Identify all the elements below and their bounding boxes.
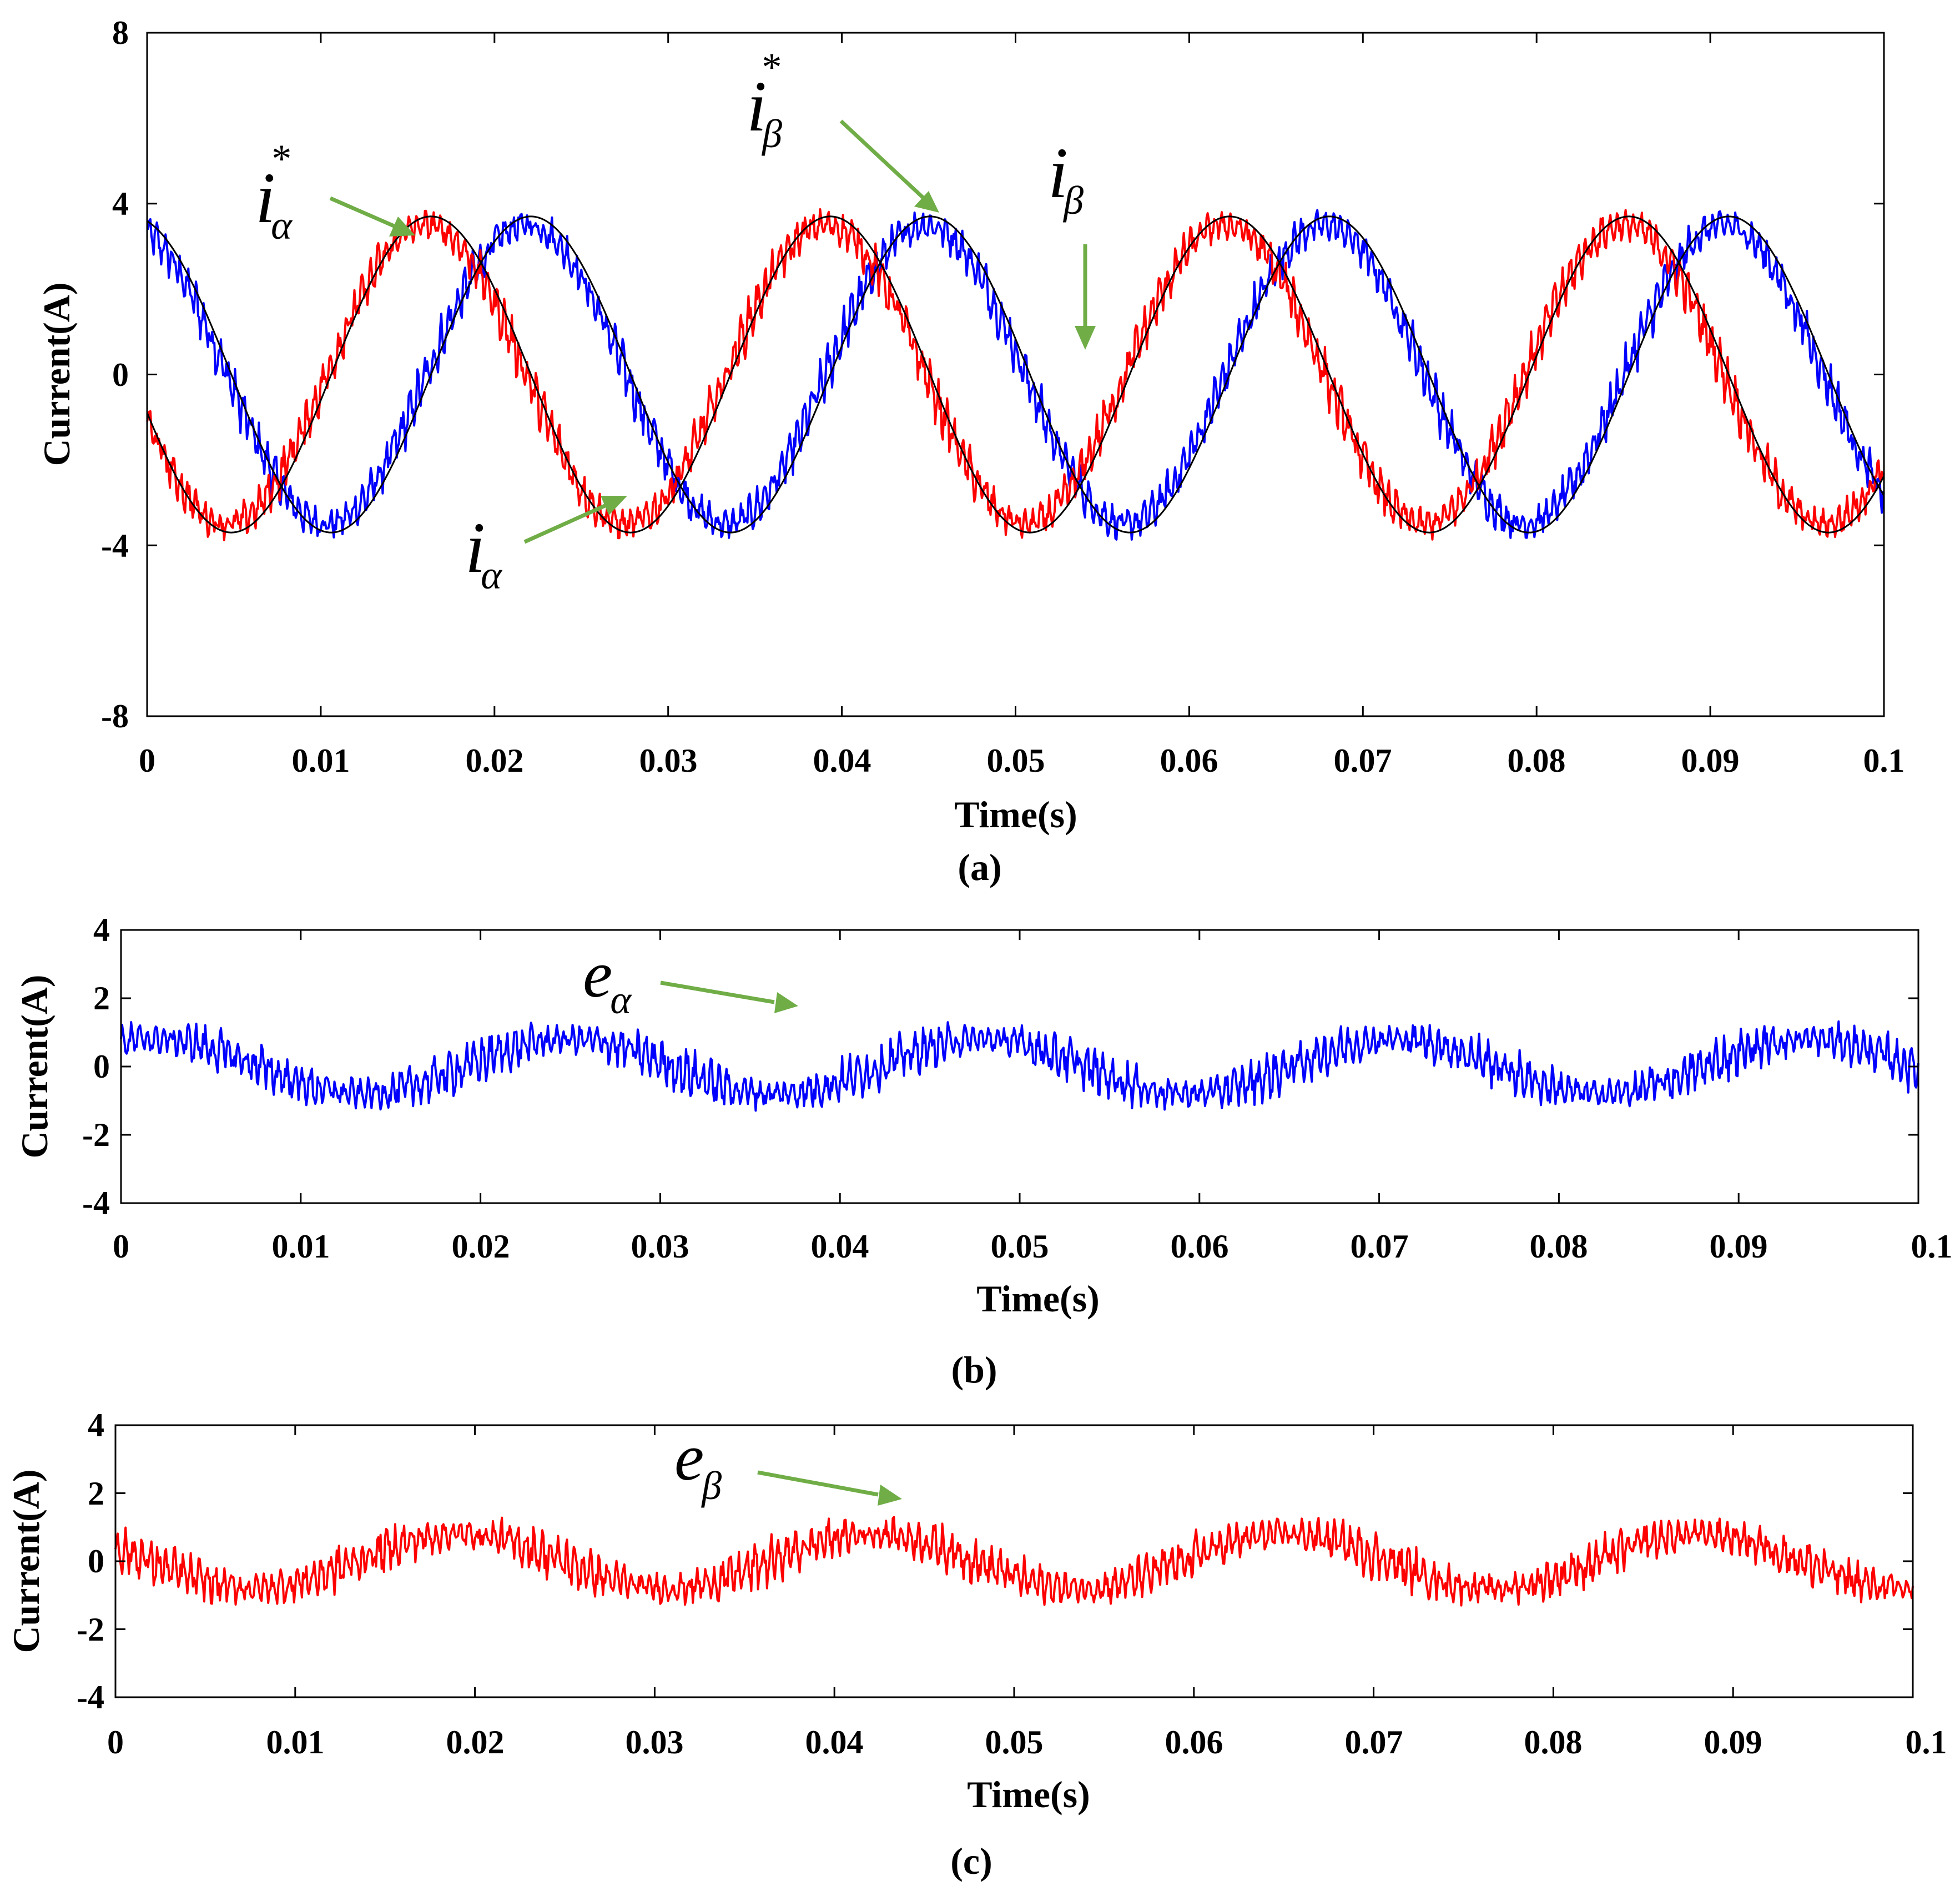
- panel-b-ytick-label: 0: [93, 1048, 110, 1085]
- panel-c-traces: [114, 1516, 1914, 1607]
- panel-a-xtick-label: 0.01: [292, 742, 350, 779]
- panel-b-ytick-label: 2: [93, 980, 110, 1017]
- panel-b-ytick-label: 4: [93, 912, 110, 948]
- annotation-i-alpha: iα: [465, 508, 502, 597]
- panel-a-xtick-label: 0.03: [639, 742, 698, 779]
- panel-c-xtick-label: 0: [107, 1724, 124, 1761]
- panel-c-ytick-label: -2: [77, 1611, 104, 1648]
- panel-b-xtick-label: 0.09: [1710, 1228, 1768, 1265]
- panel-a-xtick-label: 0.02: [466, 742, 524, 779]
- panel-a-xtick-label: 0: [139, 742, 155, 779]
- panel-a-ytick-label: -4: [101, 527, 129, 564]
- panel-a-ytick-label: 4: [112, 185, 129, 222]
- annotation-i-beta: iβ: [1048, 133, 1084, 223]
- panel-c-xtick-label: 0.05: [985, 1724, 1044, 1761]
- series-line-i-beta-reference-: [146, 215, 1885, 534]
- panel-a-traces: [146, 208, 1885, 541]
- panel-b-xtick-label: 0.01: [272, 1228, 330, 1265]
- panel-c-ylabel: Current(A): [5, 1469, 47, 1653]
- panel-b-frame: [120, 929, 1919, 1204]
- panel-c-caption: (c): [950, 1840, 992, 1882]
- panel-c: 4 2 0 -2 -4 0 0.01 0.02 0.03 0.04 0.05 0…: [5, 1407, 1947, 1882]
- arrow-e-beta: [757, 1470, 902, 1506]
- panel-c-ytick-label: -4: [77, 1679, 104, 1716]
- panel-a: 8 4 0 -4 -8 0 0.01 0.02 0.03 0.04 0.05 0…: [36, 14, 1905, 888]
- panel-b-xlabel: Time(s): [976, 1278, 1100, 1320]
- panel-c-xtick-label: 0.04: [805, 1724, 864, 1761]
- panel-b-xtick-label: 0.06: [1171, 1228, 1229, 1265]
- annotation-i-alpha-star: iα*: [255, 137, 293, 248]
- panel-a-ytick-label: 8: [112, 14, 129, 51]
- panel-c-xtick-label: 0.08: [1524, 1724, 1583, 1761]
- panel-c-xtick-label: 0.01: [266, 1724, 325, 1761]
- panel-c-ytick-label: 0: [88, 1543, 104, 1580]
- panel-c-tick-marks: [114, 1424, 1914, 1698]
- panel-a-tick-marks: [146, 32, 1885, 717]
- panel-b-xtick-label: 0.1: [1911, 1228, 1953, 1265]
- panel-c-xtick-label: 0.07: [1345, 1724, 1403, 1761]
- annotation-e-alpha: eα: [583, 937, 632, 1022]
- panel-b-ytick-label: -2: [82, 1116, 110, 1153]
- panel-c-ytick-label: 2: [88, 1475, 104, 1512]
- panel-b-xtick-label: 0.08: [1530, 1228, 1588, 1265]
- arrow-i-beta-star: [839, 119, 939, 213]
- panel-a-ylabel: Current(A): [36, 282, 78, 466]
- panel-b-xtick-label: 0.05: [991, 1228, 1049, 1265]
- panel-a-ytick-label: -8: [101, 698, 129, 735]
- panel-b-xtick-label: 0.04: [811, 1228, 869, 1265]
- panel-b-xtick-label: 0.03: [631, 1228, 689, 1265]
- panel-a-xlabel: Time(s): [954, 793, 1077, 836]
- arrow-e-alpha: [660, 980, 798, 1013]
- panel-b-ytick-label: -4: [82, 1185, 110, 1221]
- panel-a-xtick-label: 0.06: [1160, 742, 1218, 779]
- panel-a-xtick-label: 0.09: [1681, 742, 1740, 779]
- annotation-i-beta-star: iβ*: [747, 45, 782, 156]
- panel-a-xtick-label: 0.07: [1334, 742, 1392, 779]
- panel-c-xlabel: Time(s): [967, 1773, 1090, 1815]
- panel-a-caption: (a): [958, 846, 1001, 888]
- panel-a-xtick-label: 0.05: [987, 742, 1045, 779]
- panel-c-ytick-label: 4: [88, 1407, 104, 1444]
- series-line-i-alpha-reference-: [147, 215, 1885, 534]
- arrow-i-alpha: [523, 496, 627, 544]
- panel-c-xtick-label: 0.03: [626, 1724, 684, 1761]
- series-line-e-alpha: [120, 1020, 1919, 1112]
- panel-a-xtick-label: 0.04: [813, 742, 871, 779]
- panel-b-traces: [120, 1020, 1919, 1112]
- panel-b-caption: (b): [951, 1349, 997, 1391]
- panel-b-xtick-label: 0.02: [452, 1228, 510, 1265]
- panel-c-xtick-label: 0.1: [1906, 1724, 1947, 1761]
- series-line-i-beta: [146, 208, 1885, 541]
- panel-a-ytick-label: 0: [112, 356, 129, 393]
- panel-b-xtick-label: 0: [113, 1228, 129, 1265]
- panel-b: 4 2 0 -2 -4 0 0.01 0.02 0.03 0.04 0.05 0…: [13, 912, 1953, 1391]
- annotation-e-beta: eβ: [674, 1420, 722, 1508]
- panel-c-xtick-label: 0.02: [446, 1724, 505, 1761]
- panel-c-xtick-label: 0.06: [1165, 1724, 1223, 1761]
- series-line-e-beta: [114, 1516, 1914, 1607]
- panel-a-xtick-label: 0.1: [1863, 742, 1905, 779]
- panel-b-tick-marks: [120, 929, 1919, 1204]
- arrow-i-alpha-star: [329, 196, 415, 237]
- panel-a-xtick-label: 0.08: [1508, 742, 1566, 779]
- panel-b-xtick-label: 0.07: [1351, 1228, 1409, 1265]
- panel-c-xtick-label: 0.09: [1704, 1724, 1762, 1761]
- arrow-i-beta: [1075, 244, 1096, 350]
- panel-b-ylabel: Current(A): [13, 974, 56, 1158]
- series-line-i-alpha: [147, 209, 1885, 541]
